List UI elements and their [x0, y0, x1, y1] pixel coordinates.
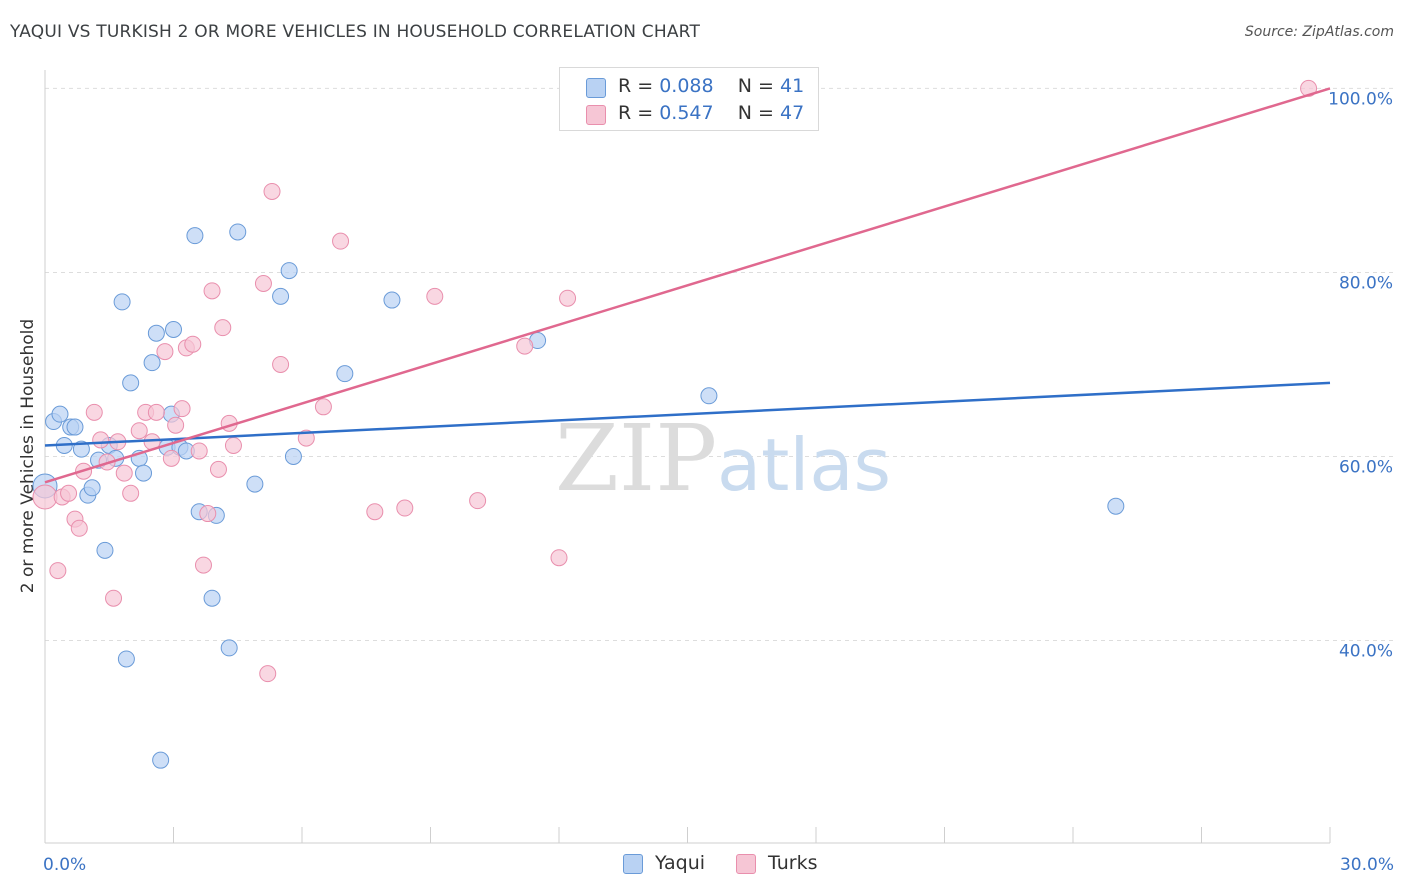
yaqui-point	[113, 293, 131, 311]
turks-point	[190, 442, 208, 460]
yaqui-trend-line	[44, 381, 1331, 447]
turks-r-value: 0.547	[659, 102, 714, 124]
turks-point	[366, 503, 384, 521]
yaqui-point	[122, 374, 140, 392]
yaqui-legend-label: Yaqui	[655, 852, 706, 874]
yaqui-point	[147, 324, 165, 342]
turks-point	[156, 343, 174, 361]
turks-point	[92, 431, 110, 449]
y-tick-label: 80.0%	[1339, 273, 1393, 293]
watermark: ZIP atlas	[555, 405, 891, 512]
turks-point	[130, 422, 148, 440]
turks-point	[469, 492, 487, 510]
turks-point	[167, 416, 185, 434]
turks-point	[194, 556, 212, 574]
turks-point	[162, 449, 180, 467]
turks-point	[550, 549, 568, 567]
n-label: N =	[737, 75, 774, 97]
n-label: N =	[737, 102, 774, 124]
yaqui-point	[246, 475, 264, 493]
yaqui-point	[66, 418, 84, 436]
turks-point	[105, 589, 123, 607]
yaqui-point	[220, 639, 238, 657]
turks-point	[32, 484, 58, 510]
source-label: Source: ZipAtlas.com	[1244, 24, 1394, 40]
turks-point	[209, 460, 227, 478]
yaqui-point	[135, 464, 153, 482]
yaqui-legend-swatch	[623, 854, 643, 874]
yaqui-point	[229, 223, 247, 241]
stats-legend: R = 0.088 N = 41 R = 0.547 N = 47	[559, 67, 819, 131]
yaqui-point	[336, 365, 354, 383]
yaqui-r-value: 0.088	[659, 75, 714, 97]
turks-point	[516, 337, 534, 355]
turks-point	[259, 665, 277, 683]
y-tick-label: 60.0%	[1339, 458, 1393, 478]
chart-title: YAQUI VS TURKISH 2 OR MORE VEHICLES IN H…	[10, 22, 701, 42]
yaqui-point	[51, 405, 69, 423]
y-tick-label: 40.0%	[1339, 642, 1393, 662]
watermark-zip: ZIP	[555, 405, 717, 512]
turks-point	[147, 403, 165, 421]
watermark-atlas: atlas	[717, 423, 891, 507]
turks-point	[426, 287, 444, 305]
turks-point	[173, 400, 191, 418]
turks-point	[184, 335, 202, 353]
yaqui-point	[1107, 497, 1125, 515]
turks-n-value: 47	[780, 102, 805, 124]
yaqui-point	[72, 440, 90, 458]
yaqui-point	[203, 589, 221, 607]
yaqui-point	[284, 448, 302, 465]
turks-point	[396, 499, 414, 517]
turks-swatch	[586, 105, 606, 125]
turks-point	[272, 355, 290, 373]
turks-point	[1300, 79, 1318, 97]
yaqui-swatch	[586, 78, 606, 98]
y-tick-label: 100.0%	[1328, 89, 1393, 109]
turks-trend-line	[44, 87, 1331, 484]
axes	[44, 70, 1331, 844]
turks-point	[115, 464, 133, 482]
yaqui-point	[165, 321, 182, 339]
turks-point	[263, 182, 281, 200]
yaqui-point	[272, 287, 290, 305]
x-tick-label: 30.0%	[1340, 855, 1394, 875]
yaqui-point	[96, 541, 114, 559]
yaqui-point	[152, 751, 170, 769]
data-points	[32, 79, 1318, 769]
turks-point	[224, 436, 242, 454]
turks-point	[559, 289, 577, 307]
turks-point	[85, 403, 103, 421]
tick-labels: 100.0% 80.0% 60.0% 40.0% 0.0% 30.0%	[43, 89, 1394, 875]
yaqui-point	[186, 227, 204, 245]
turks-point	[314, 398, 332, 416]
turks-point	[203, 282, 221, 300]
r-label: R =	[618, 75, 654, 97]
yaqui-point	[280, 262, 298, 280]
turks-point	[254, 274, 272, 292]
turks-legend-swatch	[736, 854, 756, 874]
yaqui-point	[143, 354, 161, 372]
turks-point	[70, 519, 88, 537]
turks-point	[199, 505, 217, 523]
turks-point	[60, 484, 78, 502]
yaqui-point	[83, 479, 101, 497]
turks-point	[122, 484, 140, 502]
turks-point	[214, 319, 232, 337]
yaqui-point	[700, 387, 718, 405]
gridlines	[45, 87, 1395, 642]
yaqui-point	[117, 650, 135, 668]
turks-point	[49, 562, 67, 580]
trend-lines	[44, 87, 1331, 484]
yaqui-n-value: 41	[780, 75, 805, 97]
turks-legend-label: Turks	[768, 852, 818, 874]
x-tick-label: 0.0%	[43, 855, 86, 875]
turks-point	[332, 232, 350, 250]
r-label: R =	[618, 102, 654, 124]
yaqui-point	[383, 291, 401, 309]
